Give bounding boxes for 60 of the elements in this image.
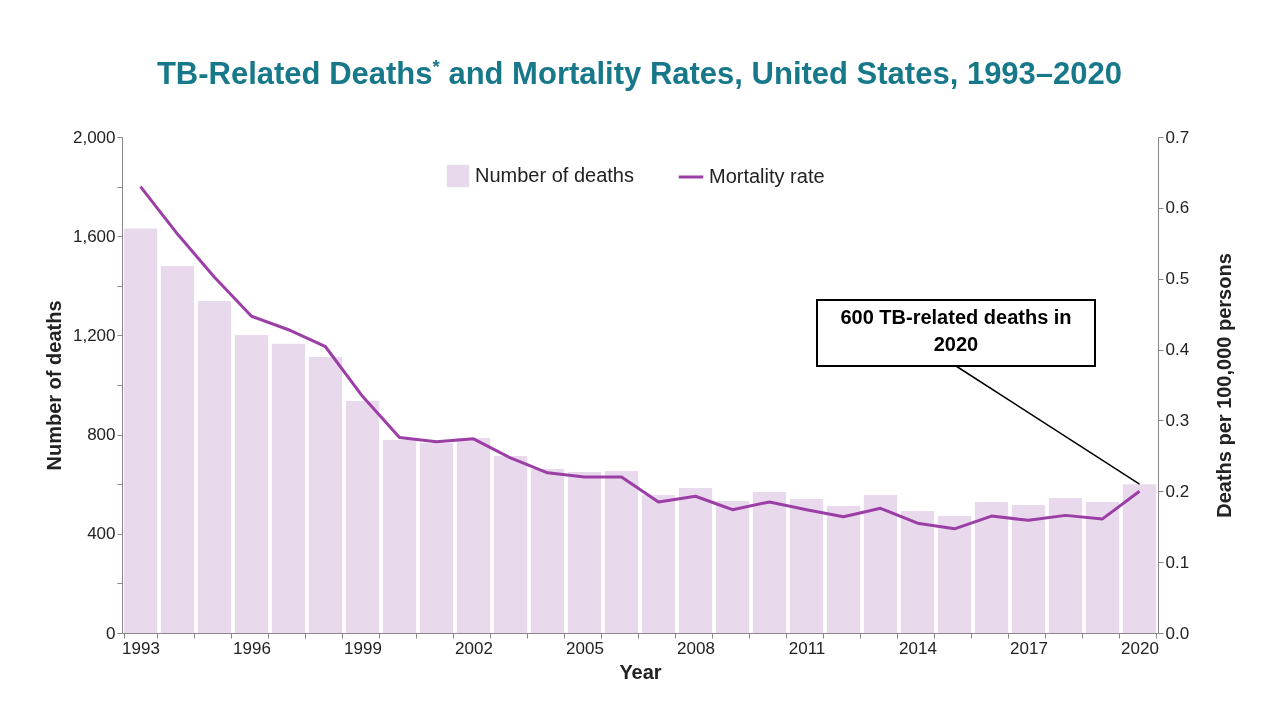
y-tick-label: 400 bbox=[87, 524, 116, 544]
bar bbox=[456, 438, 491, 633]
x-axis-title: Year bbox=[619, 660, 662, 683]
bar bbox=[345, 401, 380, 633]
x-tick-label: 2002 bbox=[455, 638, 493, 658]
legend-label: Number of deaths bbox=[475, 164, 634, 186]
x-tick-label: 1996 bbox=[233, 638, 271, 658]
y2-axis-title: Deaths per 100,000 persons bbox=[1212, 253, 1235, 518]
x-tick-label: 2017 bbox=[1010, 638, 1048, 658]
bar bbox=[234, 334, 269, 633]
bar bbox=[123, 228, 158, 633]
y2-tick-label: 0.2 bbox=[1165, 481, 1190, 501]
y2-tick-label: 0.3 bbox=[1165, 410, 1190, 430]
bar bbox=[1122, 484, 1157, 633]
bar bbox=[752, 491, 787, 633]
x-tick-label: 2011 bbox=[788, 638, 826, 658]
chart-title: TB-Related Deaths$^{*}$ and Mortality Rates, United States, 1993–2020 bbox=[155, 56, 1124, 93]
y-tick-label: 2,000 bbox=[72, 127, 116, 147]
bar bbox=[900, 510, 935, 633]
y-tick-label: 1,600 bbox=[72, 226, 116, 246]
bar bbox=[604, 471, 639, 633]
x-tick-label: 2014 bbox=[899, 638, 937, 658]
bar bbox=[197, 300, 232, 633]
y2-tick-label: 0.7 bbox=[1165, 127, 1190, 147]
bar bbox=[567, 472, 602, 633]
bar bbox=[826, 506, 861, 633]
x-tick-label: 2005 bbox=[566, 638, 604, 658]
bar bbox=[419, 443, 454, 633]
y2-tick-label: 0.1 bbox=[1165, 552, 1190, 572]
bar bbox=[1011, 505, 1046, 633]
bar bbox=[493, 455, 528, 633]
bar bbox=[160, 265, 195, 633]
bar bbox=[863, 495, 898, 633]
bar bbox=[641, 495, 676, 633]
bar bbox=[308, 356, 343, 633]
bar bbox=[678, 487, 713, 633]
y-tick-label: 1,200 bbox=[72, 325, 116, 345]
bar bbox=[271, 343, 306, 633]
y-tick-label: 800 bbox=[87, 425, 116, 445]
x-tick-label: 1993 bbox=[122, 638, 160, 658]
y-tick-label: 0 bbox=[106, 623, 116, 643]
x-tick-label: 1999 bbox=[344, 638, 382, 658]
line-series bbox=[139, 185, 1141, 531]
bar bbox=[715, 501, 750, 633]
bar bbox=[530, 469, 565, 633]
bar bbox=[1085, 502, 1120, 633]
y2-tick-label: 0.0 bbox=[1165, 623, 1190, 643]
y2-tick-label: 0.6 bbox=[1165, 198, 1190, 218]
y2-tick-label: 0.4 bbox=[1165, 340, 1190, 360]
x-tick-label: 2008 bbox=[677, 638, 715, 658]
legend-label: Mortality rate bbox=[709, 165, 825, 187]
y-axis-title: Number of deaths bbox=[42, 300, 65, 471]
annotation: 600 TB-related deaths in 2020 bbox=[840, 306, 1072, 355]
bar bbox=[789, 499, 824, 633]
x-tick-label: 2020 bbox=[1121, 638, 1159, 658]
bar bbox=[974, 502, 1009, 633]
bar bbox=[937, 515, 972, 633]
bar bbox=[1048, 498, 1083, 633]
y2-tick-label: 0.5 bbox=[1165, 269, 1190, 289]
bar bbox=[382, 440, 417, 633]
